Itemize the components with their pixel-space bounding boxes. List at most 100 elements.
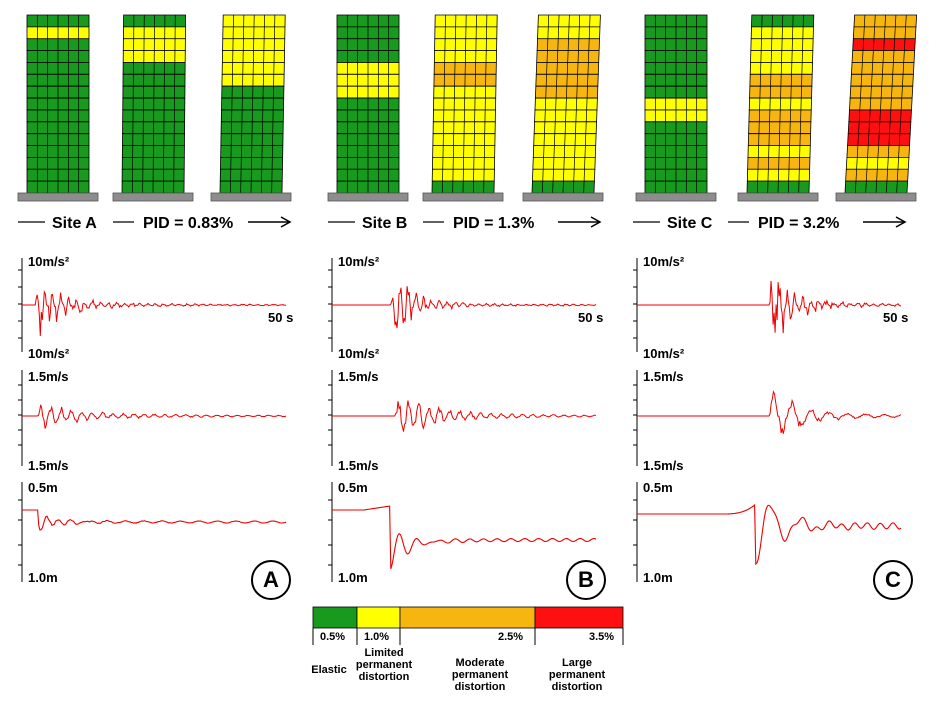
pid-label: PID = 3.2% <box>758 215 839 232</box>
floor-divider <box>869 109 871 122</box>
velocity-top-label: 1.5m/s <box>643 369 683 384</box>
floor-divider <box>871 74 873 87</box>
floor-divider <box>904 26 906 39</box>
site-c-records <box>633 258 902 582</box>
acceleration-trace <box>22 290 287 337</box>
pid-label: PID = 0.83% <box>143 215 233 232</box>
panel-label-a: A <box>251 560 291 600</box>
acceleration-trace <box>332 286 597 329</box>
building-b-3 <box>522 14 604 202</box>
velocity-top-label: 1.5m/s <box>338 369 378 384</box>
floor-divider <box>887 145 890 158</box>
floor-divider <box>893 50 895 63</box>
pid-label: PID = 1.3% <box>453 215 534 232</box>
duration-label: 50 s <box>883 310 908 325</box>
legend-tick-label: 2.5% <box>498 631 524 643</box>
legend-color-bar <box>356 606 401 629</box>
accel-bottom-label: 10m/s² <box>643 346 685 361</box>
floor-divider <box>896 169 899 182</box>
legend-category-line: permanent <box>451 669 509 681</box>
floor-divider <box>893 38 896 51</box>
floor-divider <box>899 121 901 134</box>
floor-divider <box>856 157 858 170</box>
floor-divider <box>886 169 888 182</box>
velocity-bottom-label: 1.5m/s <box>643 458 683 473</box>
floor-divider <box>900 109 902 122</box>
accel-top-label: 10m/s² <box>28 254 70 269</box>
floor-divider <box>865 181 867 194</box>
floor-divider <box>889 121 891 134</box>
floor-divider <box>905 14 907 27</box>
building-b-1 <box>327 14 409 202</box>
legend-category-label: Large permanent distortion <box>540 657 614 693</box>
building-foundation <box>17 192 99 202</box>
floor-divider <box>902 62 905 75</box>
velocity-trace <box>332 400 597 432</box>
building-foundation <box>422 192 504 202</box>
floor-divider <box>868 121 870 134</box>
building-foundation <box>835 192 917 202</box>
displacement-top-label: 0.5m <box>643 480 673 495</box>
floor-divider <box>903 50 905 63</box>
floor-divider <box>863 14 866 27</box>
legend-category-label: Elastic <box>300 664 358 676</box>
floor-divider <box>858 121 860 134</box>
floor-divider <box>891 86 893 99</box>
floor-divider <box>883 26 886 39</box>
floor-divider <box>866 157 868 170</box>
floor-divider <box>892 62 894 75</box>
floor-divider <box>875 181 877 194</box>
legend-category-line: Elastic <box>311 664 347 676</box>
site-a-records <box>18 258 287 582</box>
displacement-trace <box>637 503 902 566</box>
floor-divider <box>860 74 863 87</box>
duration-label: 50 s <box>268 310 293 325</box>
floor-divider <box>880 98 882 110</box>
floor-divider <box>884 14 886 27</box>
legend-category-line: Large <box>562 657 592 669</box>
floor-divider <box>889 109 892 122</box>
velocity-trace <box>22 404 287 429</box>
building-a-2 <box>112 14 194 202</box>
floor-divider <box>894 14 897 27</box>
displacement-bottom-label: 1.0m <box>643 570 673 585</box>
floor-divider <box>869 98 872 110</box>
site-a-buildings <box>17 14 292 202</box>
legend-tick-label: 1.0% <box>364 631 390 643</box>
floor-divider <box>878 133 880 146</box>
building-b-2 <box>422 14 504 202</box>
floor-divider <box>879 109 881 122</box>
floor-divider <box>878 121 881 134</box>
building-foundation <box>210 192 292 202</box>
arrow-head <box>895 216 907 228</box>
legend-tick-label: 3.5% <box>589 631 615 643</box>
acceleration-trace <box>637 280 901 334</box>
floor-divider <box>859 98 861 110</box>
floor-divider <box>898 133 901 146</box>
legend-category-line: distortion <box>454 681 506 693</box>
displacement-top-label: 0.5m <box>338 480 368 495</box>
floor-divider <box>874 14 876 27</box>
legend <box>312 606 624 645</box>
legend-category-line: Limited <box>364 647 404 659</box>
duration-label: 50 s <box>578 310 603 325</box>
site-label: Site B <box>362 215 407 232</box>
floor-divider <box>854 181 857 194</box>
building-a-1 <box>17 14 99 202</box>
floor-divider <box>898 145 900 158</box>
floor-divider <box>863 26 865 39</box>
floor-divider <box>860 86 862 99</box>
building-c-1 <box>635 14 717 202</box>
floor-divider <box>872 50 874 63</box>
accel-bottom-label: 10m/s² <box>28 346 70 361</box>
building-c-3 <box>835 14 918 202</box>
floor-divider <box>858 109 861 122</box>
floor-divider <box>872 38 875 51</box>
displacement-trace <box>332 505 597 570</box>
displacement-top-label: 0.5m <box>28 480 58 495</box>
floor-divider <box>901 86 903 99</box>
building-foundation <box>112 192 194 202</box>
floor-divider <box>862 50 864 63</box>
floor-divider <box>867 133 870 146</box>
